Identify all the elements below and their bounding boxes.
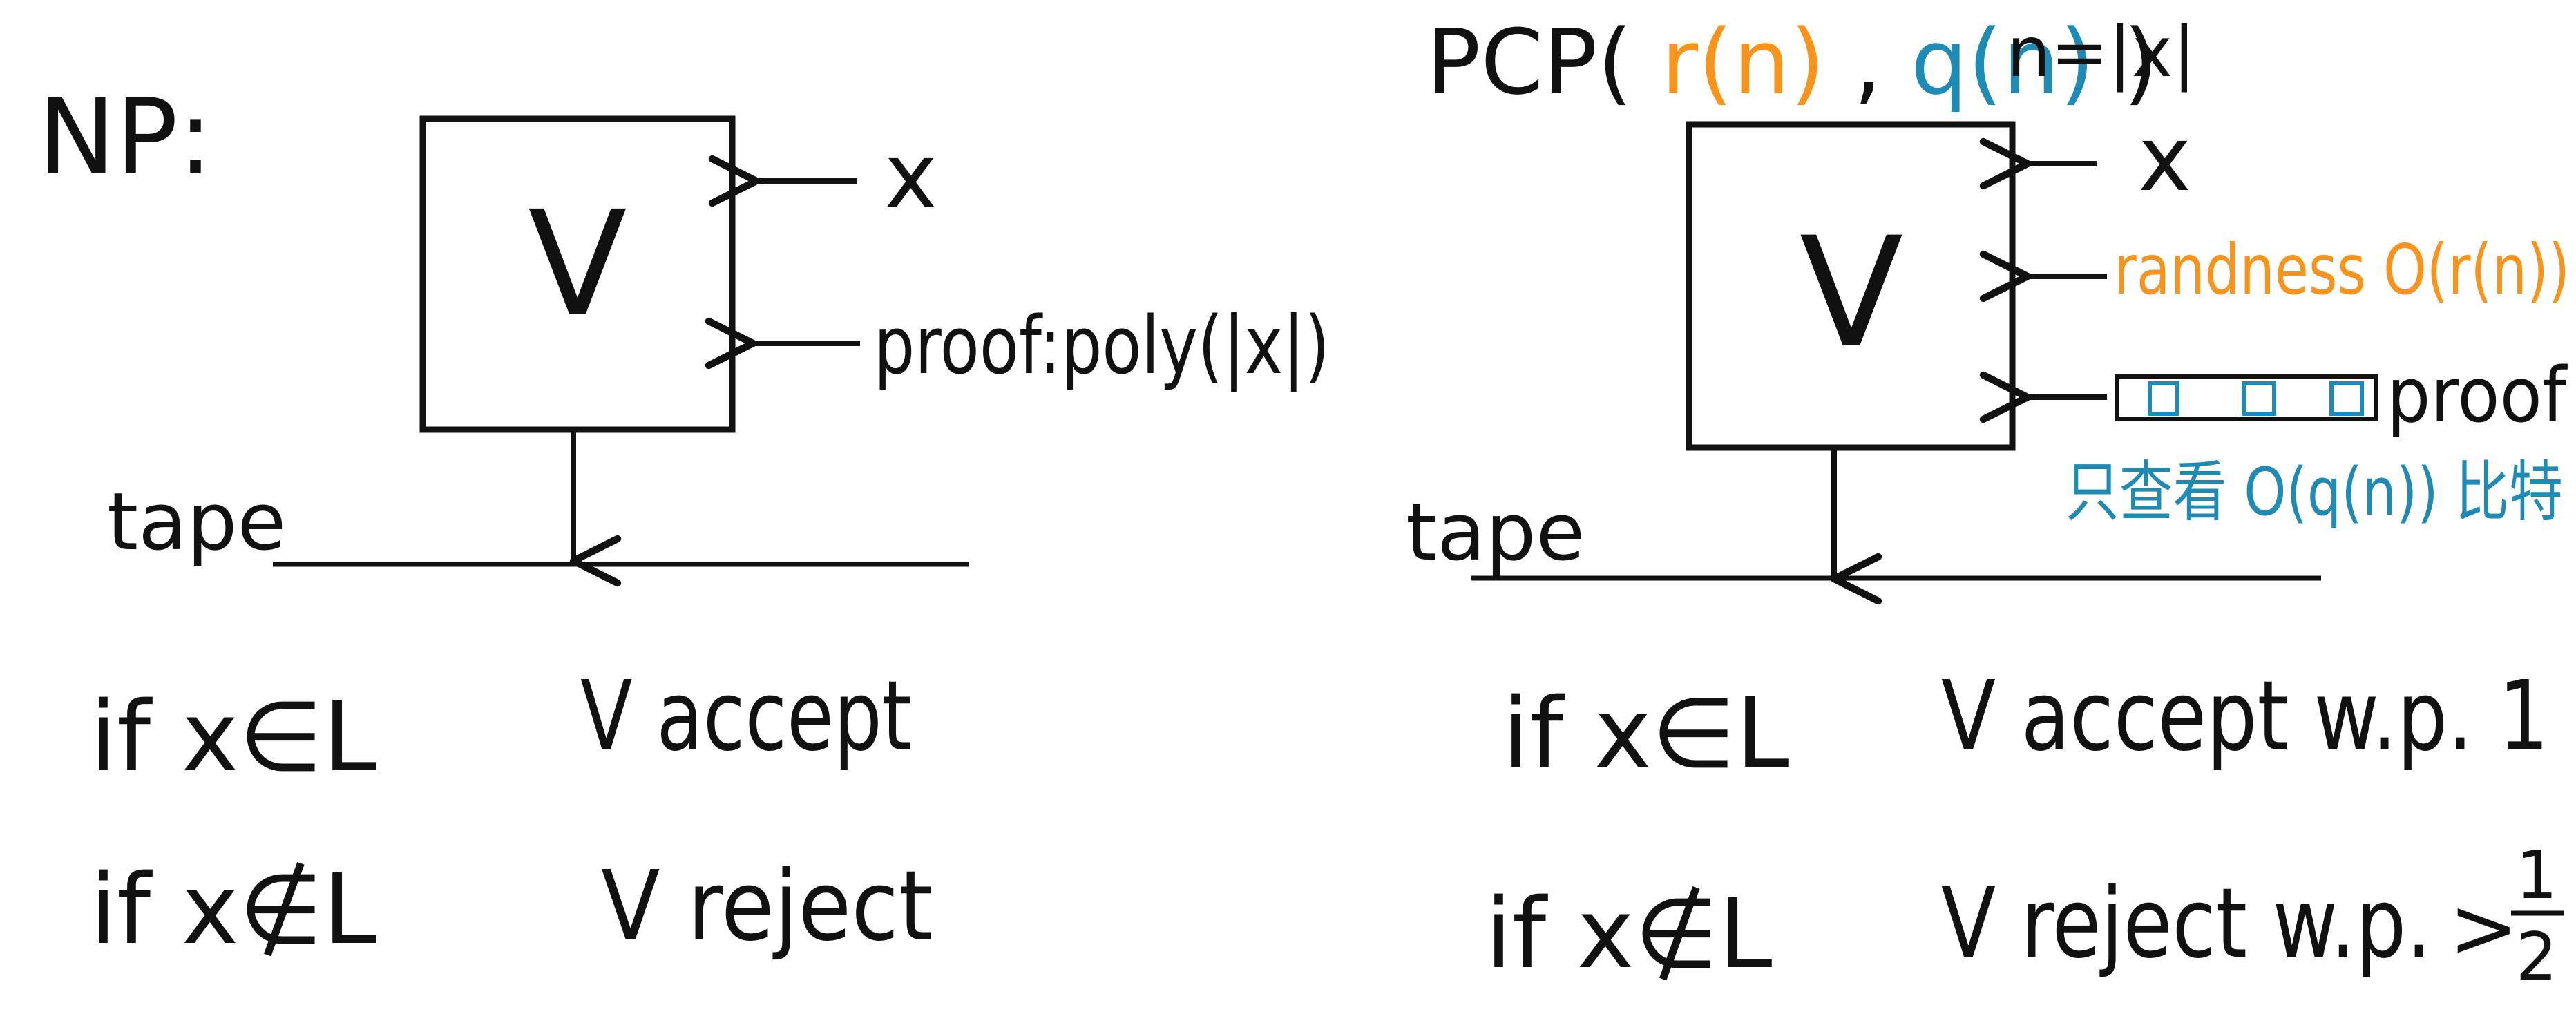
- np-accept-condition: if x∈L: [90, 681, 377, 794]
- pcp-proof-queried-bit-3: [2329, 381, 2364, 416]
- pcp-proof-queried-bit-2: [2242, 381, 2276, 416]
- pcp-reject-condition: if x∉L: [1485, 878, 1773, 991]
- np-tape-label: tape: [107, 476, 286, 568]
- pcp-reject-bound-numerator: 1: [2516, 838, 2557, 914]
- np-input-label: x: [884, 124, 937, 229]
- np-reject-result: V reject: [601, 850, 933, 963]
- pcp-proof-label: proof: [2387, 351, 2568, 439]
- pcp-title-suffix: ): [2124, 10, 2159, 115]
- pcp-title-comma: ,: [1853, 10, 1882, 115]
- pcp-section: PCP( r(n) , q(n) ) n=|x| V x randness O(…: [1406, 10, 2570, 995]
- pcp-proof-tape: [2115, 374, 2378, 421]
- pcp-title-q: q(n): [1911, 10, 2095, 115]
- pcp-accept-condition: if x∈L: [1502, 678, 1790, 790]
- pcp-input-label: x: [2138, 106, 2191, 211]
- pcp-tape-label: tape: [1406, 486, 1585, 579]
- np-verifier-label: V: [528, 180, 627, 349]
- pcp-title-prefix: PCP(: [1427, 10, 1632, 115]
- pcp-title-r: r(n): [1661, 10, 1825, 115]
- pcp-accept-result: V accept w.p. 1: [1941, 660, 2549, 773]
- pcp-title: PCP( r(n) , q(n) ): [1427, 10, 2158, 115]
- np-accept-result: V accept: [580, 660, 912, 773]
- np-proof-label: proof:poly(|x|): [874, 300, 1330, 392]
- np-reject-condition: if x∉L: [90, 854, 377, 966]
- pcp-randomness-label: randness O(r(n)): [2114, 229, 2570, 310]
- np-section: NP: V x proof:poly(|x|) tape if x∈L V ac…: [38, 77, 1330, 966]
- pcp-reject-bound-denominator: 2: [2516, 919, 2557, 995]
- pcp-proof-queried-bit-1: [2148, 381, 2179, 416]
- np-title: NP:: [38, 77, 213, 198]
- pcp-reject-bound-relation: >: [2449, 881, 2519, 977]
- pcp-n-definition: n=|x|: [2007, 12, 2196, 93]
- pcp-query-note: 只查看 O(q(n)) 比特: [2065, 455, 2563, 531]
- np-verifier-box: [419, 115, 736, 433]
- pcp-verifier-label: V: [1800, 204, 1904, 381]
- pcp-reject-result: V reject w.p.: [1941, 868, 2432, 980]
